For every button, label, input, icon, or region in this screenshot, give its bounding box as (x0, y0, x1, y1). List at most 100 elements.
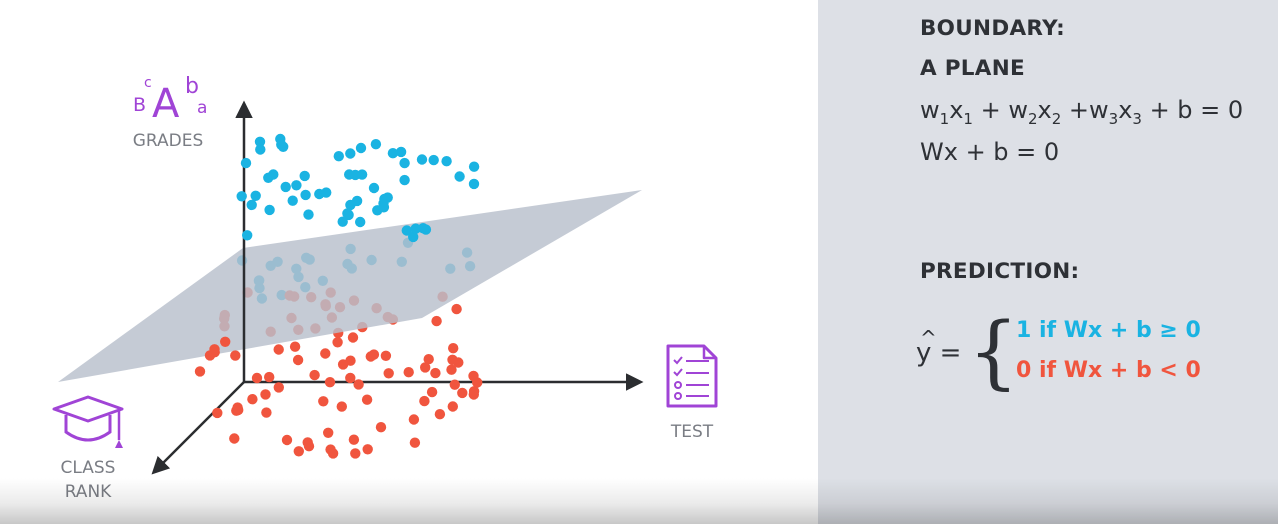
blue-point (345, 148, 356, 159)
red-point (260, 389, 271, 400)
red-point (426, 386, 438, 398)
red-point (320, 348, 331, 359)
blue-point (236, 191, 247, 202)
svg-text:a: a (197, 98, 207, 118)
blue-point (242, 230, 253, 241)
red-point (353, 379, 364, 390)
red-point (251, 372, 263, 384)
red-point (446, 364, 457, 375)
blue-point (410, 223, 421, 234)
grades-letters-icon: B c A b a (133, 74, 207, 127)
prediction-heading: PREDICTION: (920, 259, 1080, 284)
red-point (194, 366, 206, 377)
red-point (449, 379, 460, 390)
blue-point (337, 216, 348, 227)
grades-axis-label: GRADES (132, 131, 204, 151)
blue-point (246, 199, 257, 211)
plane-equation: w1x1 + w2x2 +w3x3 + b = 0 (920, 96, 1244, 128)
blue-point (342, 208, 353, 219)
diagram-area: B c A b a GRADES TEST CLASS RANK (52, 74, 718, 502)
blue-point (300, 189, 311, 201)
red-point (220, 336, 231, 347)
blue-point (299, 170, 310, 182)
boundary-subheading: A PLANE (920, 56, 1026, 81)
boundary-heading: BOUNDARY: (920, 16, 1065, 41)
blue-point (370, 139, 382, 150)
blue-point (387, 148, 399, 159)
red-point (468, 370, 479, 382)
svg-text:b: b (185, 74, 199, 99)
red-point (273, 382, 284, 393)
class-rank-axis-label-line2: RANK (64, 482, 112, 502)
blue-point (401, 225, 412, 236)
blue-point (378, 202, 390, 213)
blue-point (314, 188, 325, 200)
red-point (318, 396, 329, 407)
blue-point (441, 156, 452, 167)
red-point (327, 448, 339, 459)
red-point (431, 315, 442, 327)
red-point (430, 367, 441, 379)
red-point (403, 367, 414, 378)
red-point (448, 343, 459, 354)
red-point (332, 337, 343, 348)
blue-point (240, 157, 252, 169)
red-point (434, 409, 446, 420)
red-point (230, 350, 241, 361)
red-point (348, 434, 360, 445)
red-point (336, 401, 347, 412)
blue-point (368, 182, 380, 194)
red-point (323, 427, 334, 438)
points-in-front (194, 133, 483, 459)
blue-point (255, 144, 266, 155)
red-point (345, 372, 356, 384)
red-point (420, 362, 431, 373)
test-document-icon (666, 344, 718, 408)
red-point (451, 303, 462, 315)
blue-point (468, 178, 480, 190)
red-point (281, 434, 293, 446)
blue-point (355, 216, 366, 228)
positive-case: 1 if Wx + b ≥ 0 (1016, 318, 1201, 343)
red-point (209, 344, 220, 355)
blue-point (468, 161, 480, 172)
blue-point (280, 181, 291, 193)
test-axis-label: TEST (670, 422, 714, 442)
red-point (232, 402, 243, 413)
blue-point (417, 223, 429, 234)
svg-text:c: c (144, 75, 152, 91)
blue-point (250, 190, 261, 201)
blue-point (264, 204, 275, 216)
red-point (212, 407, 223, 419)
blue-point (291, 180, 302, 191)
svg-text:B: B (133, 94, 146, 116)
blue-point (287, 195, 298, 206)
red-point (408, 414, 420, 425)
red-point (383, 368, 394, 379)
red-point (229, 433, 240, 444)
red-point (419, 395, 430, 407)
explanation-panel: BOUNDARY: A PLANE w1x1 + w2x2 +w3x3 + b … (818, 0, 1278, 524)
blue-point (350, 169, 361, 181)
red-point (423, 354, 434, 365)
blue-point (351, 195, 363, 207)
red-point (447, 354, 458, 365)
blue-point (454, 171, 465, 182)
red-point (468, 389, 479, 400)
blue-point (268, 169, 279, 180)
scatter-3d-plot: B c A b a (52, 74, 718, 475)
class-rank-axis (151, 381, 245, 475)
decision-plane (58, 190, 642, 382)
red-point (293, 446, 304, 457)
red-point (350, 448, 361, 459)
blue-point (395, 146, 407, 158)
red-point (261, 407, 272, 418)
blue-point (333, 151, 344, 162)
red-point (362, 444, 373, 455)
blue-point (254, 136, 266, 147)
blue-point (355, 142, 367, 154)
red-point (289, 341, 301, 352)
red-point (337, 359, 349, 370)
red-point (273, 344, 284, 355)
blue-point (399, 157, 410, 169)
